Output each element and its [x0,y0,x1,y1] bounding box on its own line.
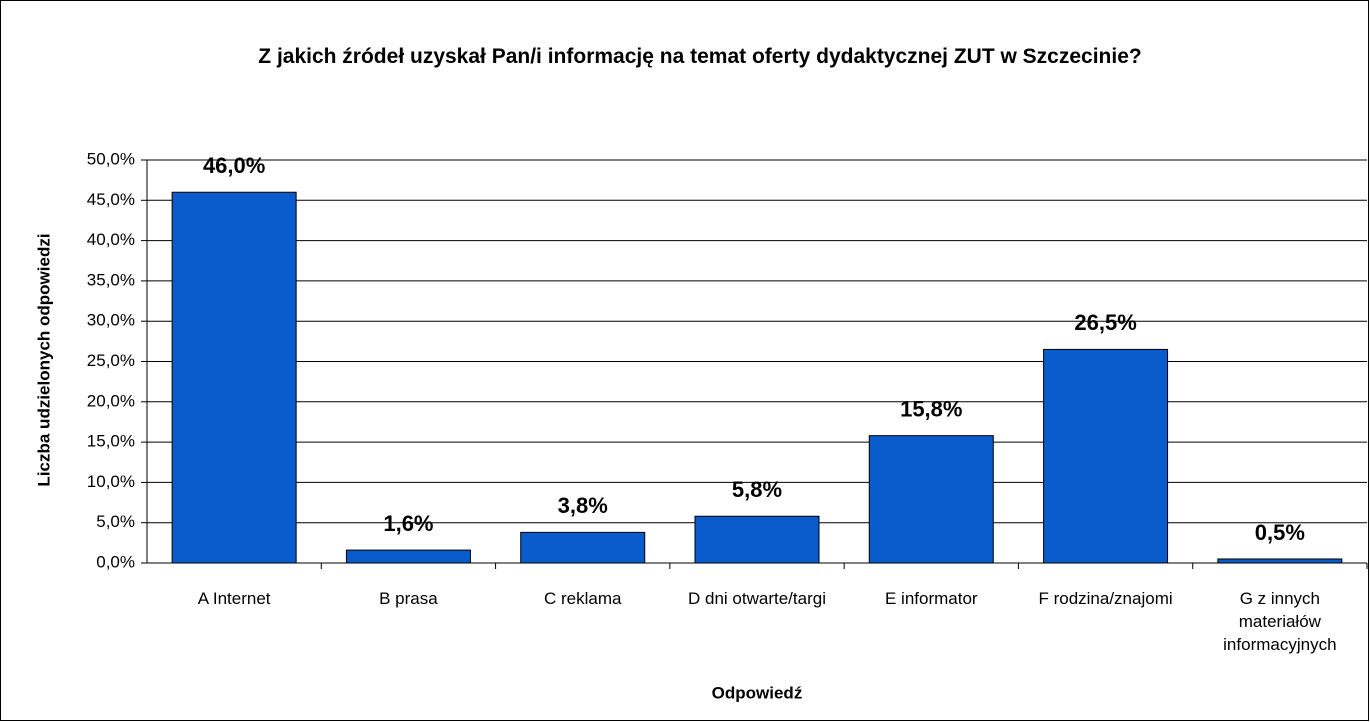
y-tick-label: 45,0% [87,190,135,209]
x-tick-label: E informator [884,589,978,608]
y-tick-label: 0,0% [96,552,135,571]
y-tick-label: 5,0% [96,512,135,531]
y-tick-label: 50,0% [87,149,135,168]
bar [171,191,297,564]
bar [1217,558,1343,564]
x-tick-label: C reklama [543,589,622,608]
y-tick-label: 25,0% [87,351,135,370]
value-label: 26,5% [1074,310,1136,335]
value-label: 5,8% [732,477,782,502]
x-axis-title: Odpowiedź [712,683,803,702]
y-axis-title: Liczba udzielonych odpowiedzi [34,233,53,486]
x-tick-label: D dni otwarte/targi [688,589,826,608]
x-tick-label: G z innych materiałów informacyjnych [1223,589,1337,654]
bar [520,531,646,564]
bar [345,549,471,564]
value-label: 0,5% [1255,520,1305,545]
value-label: 1,6% [383,511,433,536]
y-tick-label: 15,0% [87,432,135,451]
bar [868,435,994,564]
y-tick-label: 20,0% [87,391,135,410]
y-tick-label: 35,0% [87,270,135,289]
value-label: 3,8% [558,493,608,518]
x-tick-label: F rodzina/znajomi [1038,589,1173,608]
x-tick-label: A Internet [197,589,271,608]
bar [694,515,820,564]
y-tick-label: 10,0% [87,472,135,491]
value-label: 46,0% [203,153,265,178]
y-tick-label: 40,0% [87,230,135,249]
bar [1043,348,1169,564]
y-tick-label: 30,0% [87,311,135,330]
chart-title: Z jakich źródeł uzyskał Pan/i informację… [258,45,1142,68]
value-label: 15,8% [900,396,962,421]
x-tick-label: B prasa [379,589,438,608]
